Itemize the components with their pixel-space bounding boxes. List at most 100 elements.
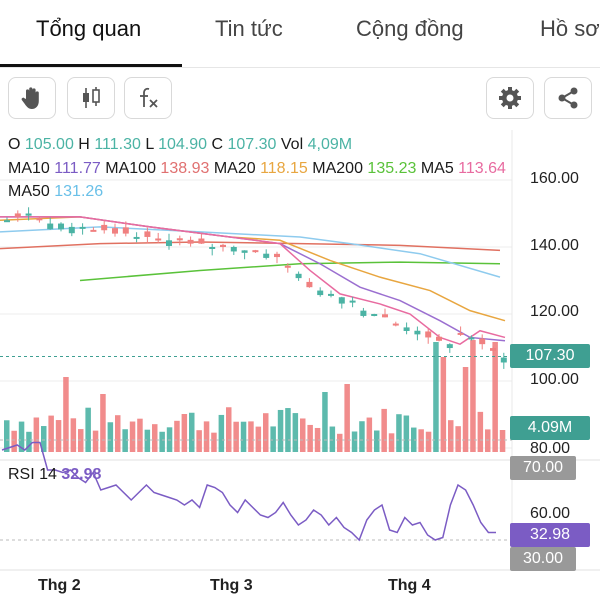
volume-bar — [159, 431, 165, 452]
rsi-tick-60: 60.00 — [530, 505, 571, 522]
candle-body — [274, 253, 280, 258]
volume-bar — [462, 367, 469, 452]
volume-bar — [499, 430, 506, 452]
volume-bar — [388, 433, 395, 452]
low-value: 104.90 — [158, 136, 208, 153]
volume-bar — [196, 430, 202, 452]
high-value: 111.30 — [94, 136, 141, 153]
volume-bar — [92, 430, 99, 452]
volume-bar — [181, 414, 188, 452]
hand-tool-button[interactable] — [8, 77, 56, 119]
close-value: 107.30 — [227, 136, 277, 153]
candle-body — [166, 240, 172, 246]
price-tick-100: 100.00 — [530, 371, 579, 388]
rsi-legend: RSI 14 32.98 — [8, 466, 101, 484]
rsi-value: 32.98 — [61, 466, 102, 483]
volume-bar — [492, 342, 498, 452]
tab-news[interactable]: Tin tức — [215, 16, 283, 41]
ma5-value: 113.64 — [458, 160, 506, 177]
candlestick-icon — [83, 87, 100, 108]
tab-profile[interactable]: Hồ sơ — [540, 16, 600, 41]
volume-bar — [18, 421, 25, 452]
ma50-label: MA50 — [8, 183, 50, 200]
indicators-button[interactable] — [124, 77, 172, 119]
volume-bar — [70, 418, 77, 452]
ma-legend-row1: MA10 111.77 MA100 138.93 MA20 118.15 MA2… — [8, 160, 506, 178]
volume-bar — [477, 411, 484, 452]
candle-body — [371, 314, 378, 316]
candle-body — [25, 213, 32, 216]
month-label-feb: Thg 2 — [38, 577, 81, 594]
volume-bar — [11, 430, 17, 452]
last-rsi-tag: 32.98 — [510, 523, 590, 547]
candle-body — [328, 293, 334, 296]
ma10-value: 111.77 — [54, 160, 101, 177]
volume-bar — [4, 420, 10, 452]
volume-bar — [85, 407, 91, 452]
volume-bar — [107, 422, 114, 452]
candle-body — [101, 224, 108, 231]
volume-bar — [240, 421, 247, 452]
candle-body — [338, 297, 345, 304]
volume-bar — [329, 426, 336, 452]
price-tick-140: 140.00 — [530, 237, 579, 254]
candle-body — [425, 331, 432, 338]
volume-bar — [248, 421, 254, 452]
volume-bar — [144, 429, 151, 452]
volume-bar — [218, 414, 225, 452]
volume-bar — [485, 429, 491, 452]
ma200-line — [79, 261, 501, 282]
volume-bar — [41, 426, 47, 452]
settings-button[interactable] — [486, 77, 534, 119]
volume-bar — [115, 415, 121, 452]
rsi-line — [1, 441, 496, 542]
chart-type-button[interactable] — [67, 77, 115, 119]
rsi-label: RSI 14 — [8, 466, 57, 483]
share-icon — [558, 87, 578, 109]
volume-bar — [203, 421, 210, 452]
volume-bar — [78, 429, 84, 452]
volume-bar — [292, 413, 299, 452]
ma-legend-row2: MA50 131.26 — [8, 183, 103, 201]
volume-bar — [470, 340, 476, 452]
candle-body — [457, 332, 464, 335]
volume-bar — [277, 409, 284, 452]
share-button[interactable] — [544, 77, 592, 119]
candle-body — [58, 223, 64, 230]
candle-body — [436, 336, 442, 341]
volume-bar — [433, 342, 439, 452]
volume-bar — [48, 415, 54, 452]
ma20-value: 118.15 — [260, 160, 308, 177]
volume-bar — [270, 426, 276, 452]
ma100-line — [0, 241, 501, 252]
candle-body — [490, 348, 496, 351]
price-tick-80: 80.00 — [530, 440, 571, 457]
ma200-label: MA200 — [312, 160, 363, 177]
volume-bar — [255, 426, 262, 452]
volume-bar — [411, 427, 417, 452]
candle-body — [295, 273, 302, 279]
volume-value: 4,09M — [307, 136, 353, 153]
ma10-label: MA10 — [8, 160, 50, 177]
ma50-line — [0, 226, 501, 278]
tab-community[interactable]: Cộng đồng — [356, 16, 464, 41]
candle-body — [47, 223, 54, 230]
candle-body — [382, 314, 388, 318]
low-label: L — [145, 136, 154, 153]
candle-body — [284, 265, 291, 268]
candle-body — [187, 239, 194, 244]
ma5-label: MA5 — [420, 160, 454, 177]
volume-bar — [448, 420, 454, 452]
candle-body — [241, 250, 248, 253]
candle-body — [360, 310, 367, 316]
candle-body — [155, 238, 162, 241]
tab-overview[interactable]: Tổng quan — [36, 16, 142, 41]
candle-body — [209, 247, 216, 249]
volume-bar — [440, 357, 447, 452]
candle-body — [90, 229, 97, 232]
volume-bar — [285, 408, 291, 452]
volume-bar — [174, 420, 180, 452]
volume-bar — [129, 421, 136, 452]
volume-bar — [233, 421, 239, 452]
